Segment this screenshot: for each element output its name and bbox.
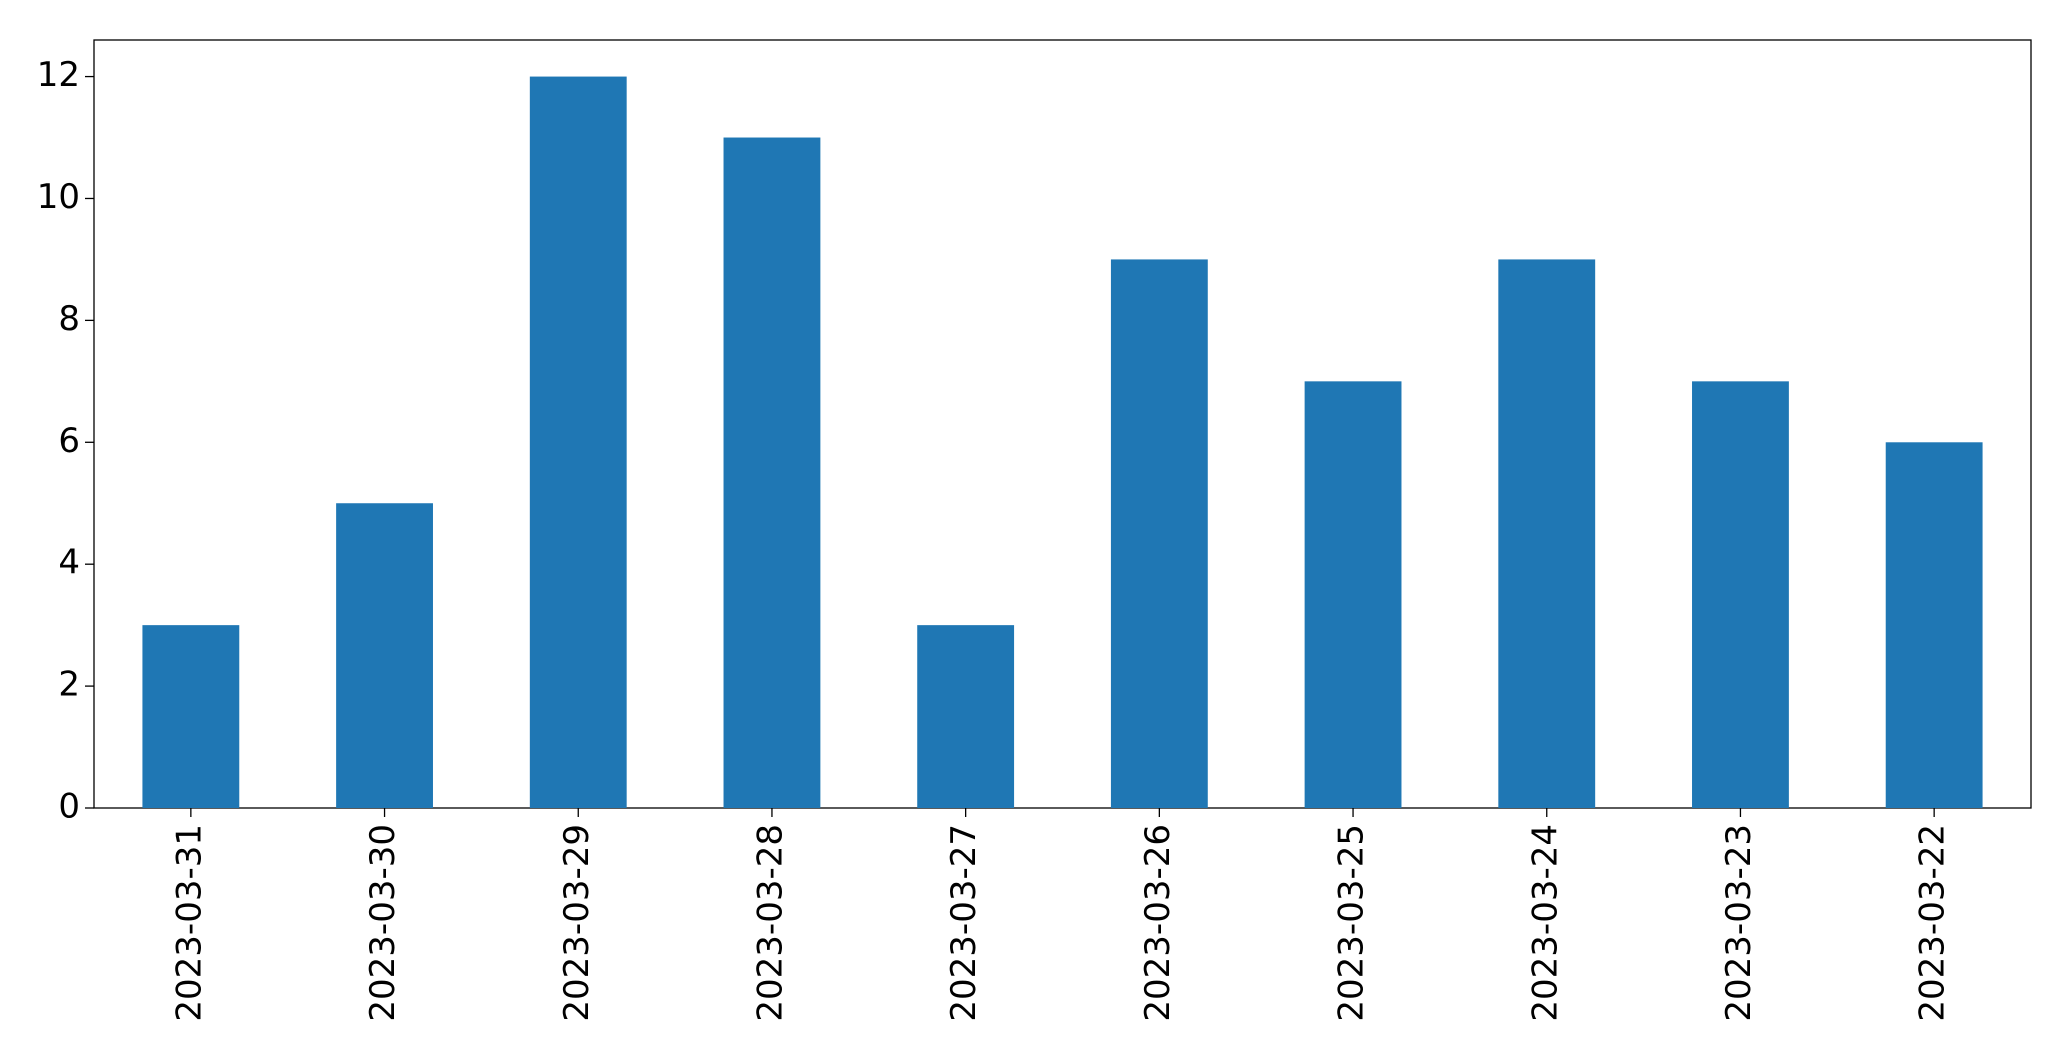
x-tick-label: 2023-03-24 — [1525, 824, 1565, 1022]
x-tick-label: 2023-03-25 — [1332, 824, 1372, 1022]
plot-frame — [93, 39, 2032, 809]
bar — [1110, 259, 1208, 808]
bar — [1885, 442, 1983, 808]
bar — [336, 503, 433, 808]
bar — [917, 625, 1015, 808]
x-tick-label: 2023-03-30 — [363, 824, 403, 1022]
y-tick-label: 4 — [58, 543, 80, 583]
bar — [1304, 381, 1402, 808]
y-tick-label: 6 — [58, 421, 80, 461]
y-tick-label: 8 — [58, 299, 80, 339]
y-tick-label: 12 — [37, 55, 80, 95]
bar — [723, 137, 821, 808]
y-tick-label: 0 — [58, 787, 80, 827]
bar — [1498, 259, 1596, 808]
x-tick-label: 2023-03-23 — [1719, 824, 1759, 1022]
x-tick-label: 2023-03-26 — [1138, 824, 1178, 1022]
x-tick-label: 2023-03-31 — [169, 824, 209, 1022]
x-tick-label: 2023-03-29 — [557, 824, 597, 1022]
x-tick-label: 2023-03-22 — [1913, 824, 1953, 1022]
y-tick-label: 2 — [58, 665, 80, 705]
bar — [142, 625, 240, 808]
bar — [529, 76, 627, 809]
x-tick-label: 2023-03-28 — [750, 824, 790, 1022]
x-tick-label: 2023-03-27 — [944, 824, 984, 1022]
bar — [1692, 381, 1789, 808]
y-tick-label: 10 — [37, 177, 80, 217]
